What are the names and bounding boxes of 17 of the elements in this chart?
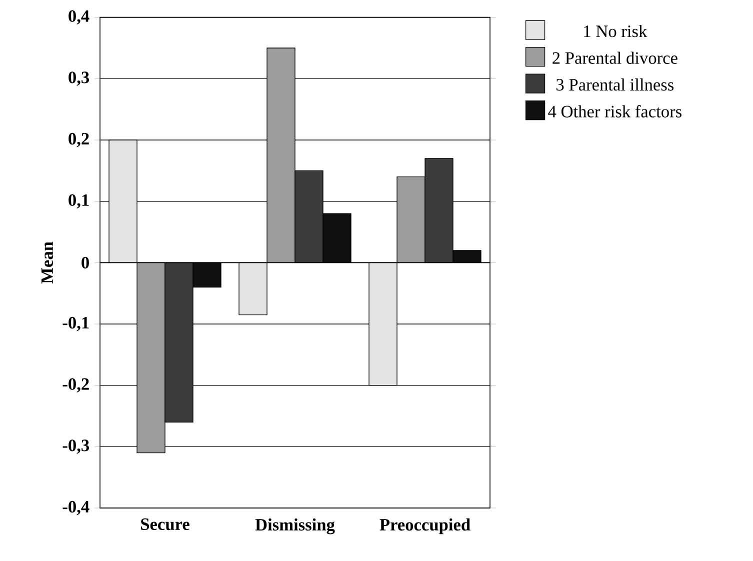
y-tick-label: -0,1 — [62, 316, 89, 332]
x-tick-label: Preoccupied — [380, 518, 470, 534]
legend-label: 4 Other risk factors — [548, 105, 682, 118]
legend-label: 3 Parental illness — [556, 78, 674, 91]
legend-label: 1 No risk — [584, 24, 648, 38]
y-tick-label: -0,2 — [62, 378, 89, 392]
y-tick-label: 0,3 — [68, 72, 90, 86]
y-tick-label: -0,3 — [62, 440, 90, 454]
legend-label: 2 Parental divorce — [552, 52, 678, 64]
x-tick-label: Secure — [141, 518, 190, 530]
y-tick-label: 0,4 — [68, 10, 90, 24]
y-tick-label: 0,1 — [68, 194, 89, 208]
x-tick-label: Dismissing — [255, 518, 335, 534]
y-tick-label: 0,2 — [68, 132, 89, 148]
y-tick-label: -0,4 — [62, 500, 90, 516]
y-axis-title: Mean — [41, 242, 54, 284]
y-tick-label: 0 — [82, 256, 89, 269]
